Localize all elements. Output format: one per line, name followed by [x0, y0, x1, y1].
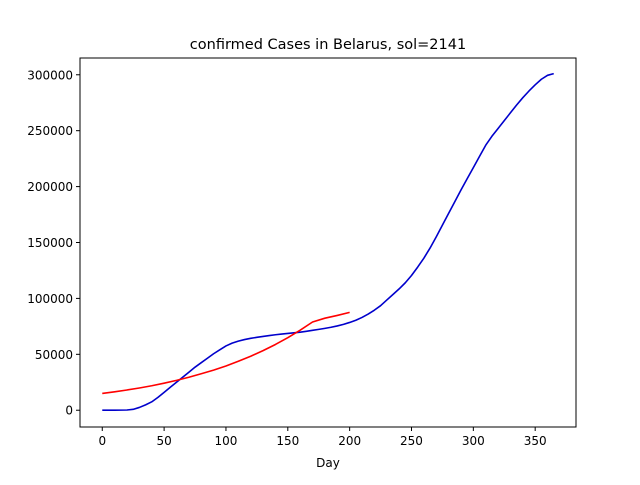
x-tick-label: 300 [462, 434, 485, 448]
x-tick-label: 150 [276, 434, 299, 448]
x-tick-label: 350 [524, 434, 547, 448]
x-tick-label: 0 [98, 434, 106, 448]
y-tick-label: 200000 [27, 180, 73, 194]
plot-area: 0 50 100 150 200 250 300 350 0 50000 100000 150000 2… [27, 57, 577, 448]
x-tick-label: 200 [338, 434, 361, 448]
x-tick-label: 250 [400, 434, 423, 448]
y-tick-label: 0 [65, 404, 73, 418]
y-tick-label: 100000 [27, 292, 73, 306]
x-tick-label: 100 [215, 434, 238, 448]
y-tick-label: 300000 [27, 68, 73, 82]
y-tick-label: 250000 [27, 124, 73, 138]
chart-title: confirmed Cases in Belarus, sol=2141 [190, 37, 466, 53]
y-tick-label: 50000 [35, 348, 73, 362]
series-line-1 [102, 72, 554, 412]
x-tick-label: 50 [156, 434, 171, 448]
y-tick-label: 150000 [27, 236, 73, 250]
x-axis-label: Day [316, 456, 340, 470]
series-line-2 [102, 311, 350, 395]
